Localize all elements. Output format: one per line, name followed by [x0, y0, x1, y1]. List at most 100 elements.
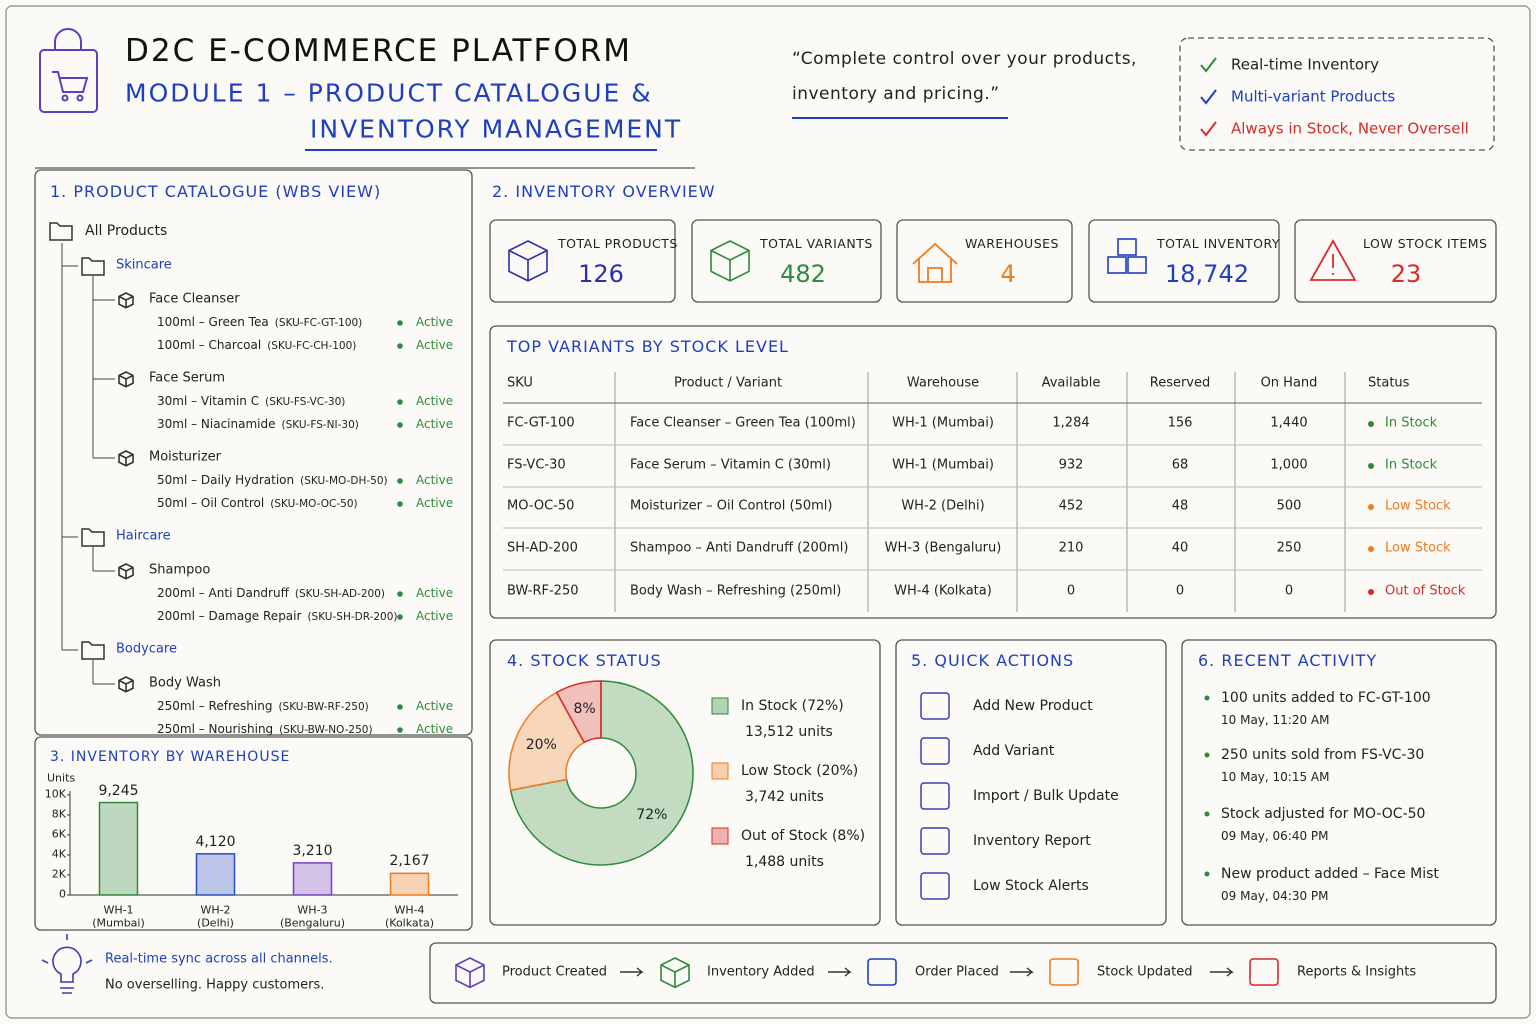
warehouse-panel — [34, 736, 473, 931]
cube-icon — [118, 676, 134, 693]
flow-arrow — [828, 967, 852, 977]
variant-sku: (SKU-FC-CH-100) — [267, 340, 357, 353]
table-cell: Moisturizer – Oil Control (50ml) — [630, 498, 833, 514]
legend-label: In Stock (72%) — [741, 697, 844, 714]
table-cell: 0 — [1066, 583, 1076, 599]
flow-arrow — [1210, 967, 1234, 977]
bar — [292, 862, 333, 896]
bar — [98, 801, 139, 896]
legend-swatch — [711, 697, 729, 715]
quote: “Complete control over your products, — [792, 49, 1137, 70]
kpi-value: 482 — [780, 260, 826, 289]
variant-label: 250ml – Refreshing — [157, 699, 273, 714]
table-cell: SH-AD-200 — [507, 540, 578, 556]
kpi-card — [896, 219, 1073, 303]
table-cell: 932 — [1058, 457, 1084, 473]
kpi-card — [1088, 219, 1280, 303]
y-axis-label: Units — [47, 771, 76, 785]
kpi-card — [489, 219, 676, 303]
flow-step: Order Placed — [915, 964, 999, 980]
stock-status-panel — [489, 639, 881, 926]
variant-sku: (SKU-BW-RF-250) — [278, 701, 369, 714]
action-icon — [920, 872, 950, 900]
x-tick-label: WH-4 (Kolkata) — [385, 903, 435, 930]
cube-shape — [508, 240, 548, 282]
kpi-label: TOTAL VARIANTS — [760, 235, 873, 251]
column-header: Product / Variant — [673, 375, 783, 391]
flow-step: Product Created — [502, 964, 607, 980]
section-title: 1. PRODUCT CATALOGUE (WBS VIEW) — [50, 181, 382, 201]
variant-label: 250ml – Nourishing — [157, 722, 274, 737]
table-cell: WH-1 (Mumbai) — [892, 457, 994, 473]
column-header: Reserved — [1149, 375, 1211, 391]
check-icon — [1200, 57, 1217, 73]
kpi-label: LOW STOCK ITEMS — [1363, 235, 1488, 251]
variant-row: 100ml – Charcoal (SKU-FC-CH-100) — [157, 338, 357, 353]
quick-action[interactable]: Add Variant — [973, 742, 1055, 759]
status-dot — [1368, 504, 1374, 510]
check-icon — [1200, 121, 1217, 137]
bag-icon — [39, 28, 98, 113]
cube-shape — [118, 450, 134, 467]
category-name: Skincare — [116, 257, 172, 273]
activity-text: Stock adjusted for MO-OC-50 — [1221, 805, 1426, 822]
pie-slice — [509, 680, 694, 866]
action-icon — [920, 827, 950, 855]
legend-units: 13,512 units — [745, 723, 833, 740]
table-cell: 156 — [1167, 415, 1193, 431]
page-frame — [5, 5, 1531, 1019]
status-dot — [397, 478, 403, 484]
slice-label: 72% — [636, 807, 668, 824]
warehouse-icon — [912, 242, 958, 283]
table-cell: Face Serum – Vitamin C (30ml) — [630, 457, 831, 473]
column-header: Available — [1041, 375, 1101, 391]
variant-status: Active — [416, 609, 454, 624]
quote: inventory and pricing.” — [792, 84, 1000, 105]
kpi-value: 18,742 — [1165, 260, 1249, 289]
page-title: D2C E-COMMERCE PLATFORM — [125, 33, 633, 70]
variant-status: Active — [416, 722, 454, 737]
flow-icon — [1249, 958, 1279, 986]
y-tick-label: 10K — [44, 787, 66, 801]
variant-sku: (SKU-MO-OC-50) — [270, 498, 358, 511]
quick-action[interactable]: Inventory Report — [973, 832, 1091, 849]
cube-shape — [118, 563, 134, 580]
activity-text: New product added – Face Mist — [1221, 865, 1439, 882]
table-cell: WH-4 (Kolkata) — [894, 583, 992, 599]
quick-action[interactable]: Low Stock Alerts — [973, 877, 1089, 894]
cube-shape — [710, 240, 750, 282]
flow-box — [429, 942, 1497, 1004]
section-title: TOP VARIANTS BY STOCK LEVEL — [507, 336, 789, 356]
product-name: Shampoo — [149, 562, 211, 578]
status-dot — [397, 704, 403, 710]
flow-step: Stock Updated — [1097, 964, 1193, 980]
activity-text: 100 units added to FC-GT-100 — [1221, 689, 1431, 706]
bar-value-label: 3,210 — [292, 842, 333, 859]
quick-actions-panel — [895, 639, 1167, 926]
quick-action[interactable]: Add New Product — [973, 697, 1093, 714]
variant-status: Active — [416, 394, 454, 409]
pie-slice — [555, 680, 602, 744]
activity-bullet — [1204, 695, 1210, 701]
table-cell: 452 — [1058, 498, 1084, 514]
quick-action[interactable]: Import / Bulk Update — [973, 787, 1119, 804]
table-cell: Face Cleanser – Green Tea (100ml) — [630, 415, 856, 431]
slice-label: 20% — [525, 736, 557, 753]
status-dot — [397, 422, 403, 428]
variant-label: 50ml – Daily Hydration — [157, 473, 295, 488]
variant-row: 50ml – Oil Control (SKU-MO-OC-50) — [157, 496, 358, 511]
variant-label: 200ml – Damage Repair — [157, 609, 302, 624]
variant-label: 200ml – Anti Dandruff — [157, 586, 289, 601]
category-name: Bodycare — [116, 641, 177, 657]
variant-row: 30ml – Niacinamide (SKU-FS-NI-30) — [157, 417, 359, 432]
variant-label: 50ml – Oil Control — [157, 496, 265, 511]
kpi-value: 23 — [1390, 260, 1422, 289]
flow-step: Inventory Added — [707, 964, 815, 980]
x-tick-label: WH-3 (Bengaluru) — [279, 903, 346, 930]
table-cell: FS-VC-30 — [507, 457, 566, 473]
variant-status: Active — [416, 496, 454, 511]
category-name: Haircare — [116, 528, 171, 544]
folder-icon — [81, 528, 105, 547]
bar-value-label: 2,167 — [389, 853, 430, 870]
